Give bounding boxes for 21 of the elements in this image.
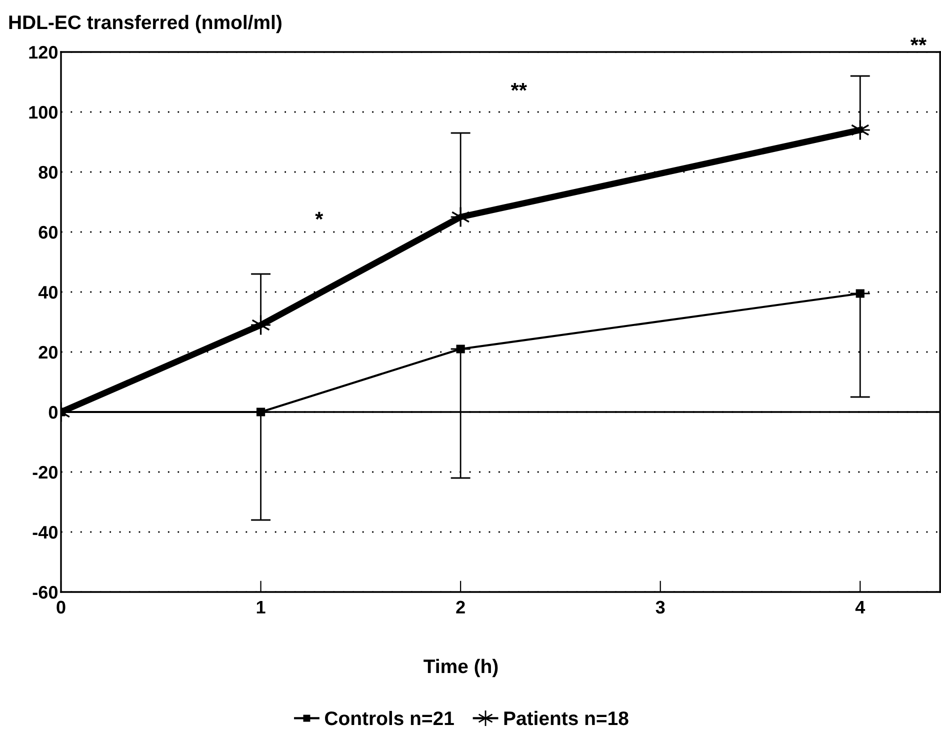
y-tick-label: -40 bbox=[32, 526, 58, 539]
x-axis-title: Time (h) bbox=[424, 658, 498, 678]
y-tick-label: -60 bbox=[32, 586, 58, 599]
y-tick-label: 0 bbox=[48, 406, 58, 419]
y-tick-label: 80 bbox=[38, 166, 58, 179]
y-tick-label: -20 bbox=[32, 466, 58, 479]
y-tick-label: 20 bbox=[38, 346, 58, 359]
y-tick-label: 100 bbox=[29, 106, 58, 119]
y-axis-title: HDL-EC transferred (nmol/ml) bbox=[9, 14, 282, 34]
x-tick-label: 2 bbox=[456, 600, 465, 614]
x-tick-label: 1 bbox=[256, 600, 266, 614]
legend-label: Patients n=18 bbox=[504, 710, 628, 726]
y-tick-label: 120 bbox=[29, 46, 58, 59]
annotation: ** bbox=[510, 83, 527, 91]
annotation: * bbox=[315, 212, 324, 220]
y-tick-label: 60 bbox=[38, 226, 58, 239]
text: ** bbox=[910, 38, 927, 46]
y-tick-label: 40 bbox=[38, 286, 58, 299]
x-tick-label: 3 bbox=[656, 600, 665, 614]
legend-label: Controls n=21 bbox=[325, 710, 454, 726]
x-tick-label: 4 bbox=[855, 600, 866, 614]
